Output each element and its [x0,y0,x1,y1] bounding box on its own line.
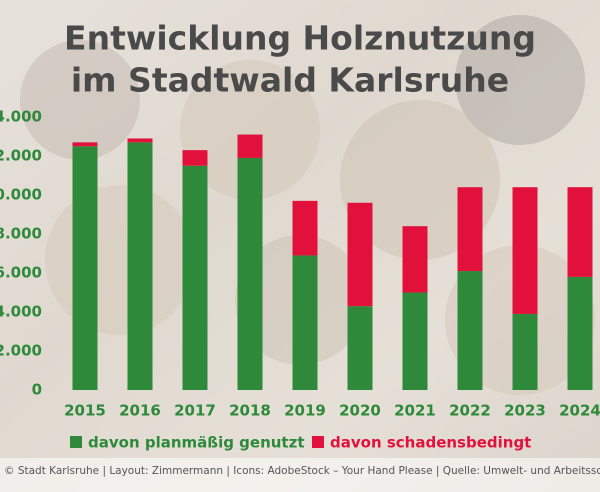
y-tick-label: 8.000 [0,225,42,243]
bar-segment [237,134,263,158]
source-note: © Stadt Karlsruhe | Layout: Zimmermann |… [4,465,600,477]
x-tick-label: 2017 [174,402,216,420]
x-tick-label: 2018 [229,402,271,420]
bar-segment [457,187,483,272]
x-tick-label: 2022 [449,402,491,420]
bar-segment [72,146,98,390]
legend-label: davon planmäßig genutzt [88,434,305,452]
y-tick-label: 6.000 [0,264,42,282]
chart-title: Entwicklung Holznutzung [64,19,536,58]
legend-swatch [312,436,324,448]
bar-segment [237,157,263,390]
bar-segment [512,187,538,314]
footer-band [0,458,600,492]
bar-segment [567,187,593,277]
bar-segment [127,142,153,390]
bar-segment [292,200,318,256]
x-tick-label: 2024 [559,402,600,420]
y-tick-label: 14.000 [0,108,42,126]
x-tick-label: 2016 [119,402,161,420]
y-tick-label: 0 [32,381,42,399]
bar-segment [72,142,98,147]
bar-segment [127,138,153,143]
bar-segment [347,306,373,390]
chart-title: im Stadtwald Karlsruhe [71,61,509,100]
legend-label: davon schadensbedingt [330,434,531,452]
x-tick-label: 2023 [504,402,546,420]
y-tick-label: 12.000 [0,147,42,165]
bar-segment [182,150,208,166]
bar-segment [347,202,373,307]
x-tick-label: 2019 [284,402,326,420]
x-tick-label: 2021 [394,402,436,420]
bar-segment [567,276,593,390]
y-tick-label: 2.000 [0,342,42,360]
legend-swatch [70,436,82,448]
x-tick-label: 2015 [64,402,106,420]
bar-segment [292,255,318,390]
bar-segment [402,292,428,390]
bar-segment [457,271,483,390]
y-tick-label: 4.000 [0,303,42,321]
bar-segment [402,226,428,293]
y-tick-label: 10.000 [0,186,42,204]
x-tick-label: 2020 [339,402,381,420]
bar-segment [182,165,208,390]
bar-segment [512,313,538,390]
